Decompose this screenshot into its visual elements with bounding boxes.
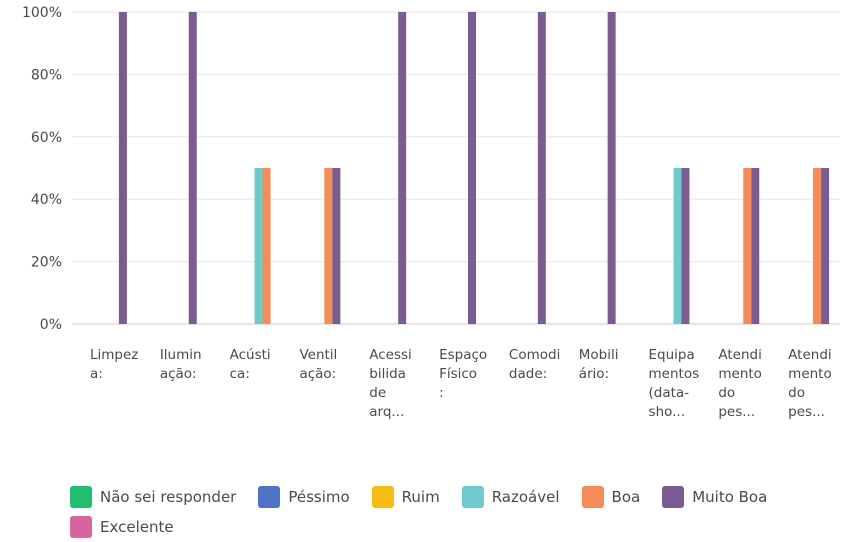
bar-muito-boa [751, 168, 760, 324]
legend-item[interactable]: Excelente [70, 512, 174, 542]
legend-item[interactable]: Não sei responder [70, 482, 236, 512]
legend-item[interactable]: Boa [581, 482, 641, 512]
bar-razo-vel [254, 168, 263, 324]
y-tick-label: 80% [31, 67, 62, 83]
bar-muito-boa [118, 12, 127, 324]
legend-swatch [461, 486, 484, 508]
legend-item[interactable]: Muito Boa [662, 482, 767, 512]
legend-label: Muito Boa [692, 488, 768, 506]
bar-muito-boa [398, 12, 407, 324]
x-category-label: Acessi bilida de arq... [369, 347, 412, 420]
bar-razo-vel [673, 168, 682, 324]
x-category-label: Comodi dade: [509, 347, 560, 382]
y-tick-label: 0% [40, 317, 62, 333]
x-category-label: Ventil ação: [299, 347, 337, 382]
bar-muito-boa [821, 168, 830, 324]
x-category-label: Limpez a: [90, 347, 138, 382]
x-category-label: Espaço Físico: [439, 347, 487, 401]
y-tick-label: 60% [31, 130, 62, 146]
x-category-label: Equipa mentos (data-sho... [649, 347, 700, 420]
x-category-label: Acústi ca: [230, 347, 271, 382]
legend-swatch [371, 486, 394, 508]
bar-muito-boa [332, 168, 341, 324]
bar-muito-boa [537, 12, 546, 324]
legend-label: Excelente [100, 518, 174, 536]
legend-item[interactable]: Ruim [371, 482, 440, 512]
legend-item[interactable]: Péssimo [258, 482, 350, 512]
legend-swatch [581, 486, 604, 508]
y-tick-label: 20% [31, 255, 62, 271]
legend: Não sei responder Péssimo Ruim Razoável Boa M… [70, 482, 790, 542]
x-category-label: Ilumin ação: [160, 347, 202, 382]
legend-label: Péssimo [288, 488, 350, 506]
legend-item[interactable]: Razoável [461, 482, 560, 512]
legend-label: Não sei responder [100, 488, 237, 506]
x-category-label: Mobili ário: [579, 347, 619, 382]
bar-muito-boa [188, 12, 197, 324]
legend-label: Boa [611, 488, 641, 506]
legend-swatch [258, 486, 281, 508]
bar-boa [743, 168, 752, 324]
legend-swatch [70, 516, 92, 538]
bar-boa [813, 168, 822, 324]
legend-swatch [662, 486, 685, 508]
x-category-label: Atendi mento do pes... [788, 347, 832, 420]
legend-swatch [70, 486, 92, 508]
bar-boa [262, 168, 271, 324]
bar-muito-boa [681, 168, 690, 324]
y-tick-label: 40% [31, 192, 62, 208]
bar-muito-boa [607, 12, 616, 324]
bar-muito-boa [468, 12, 476, 324]
y-tick-label: 100% [22, 5, 62, 21]
legend-label: Razoável [491, 488, 560, 506]
x-category-label: Atendi mento do pes... [718, 347, 762, 420]
legend-label: Ruim [401, 488, 440, 506]
bar-boa [324, 168, 333, 324]
